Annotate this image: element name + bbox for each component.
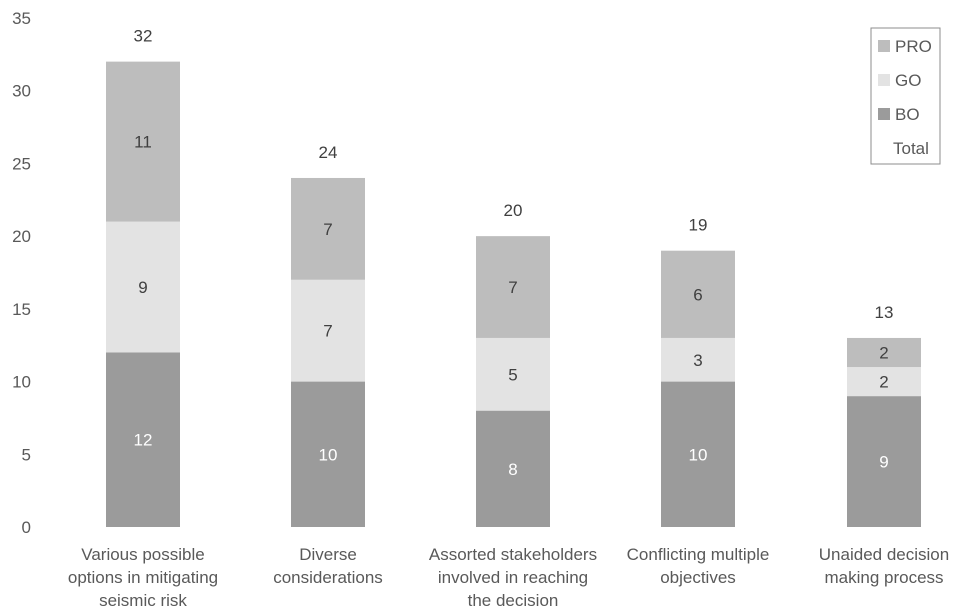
legend: PRO GO BO Total: [870, 27, 941, 165]
bar-segment-pro-2: [476, 236, 550, 338]
x-tick-label-3: Conflicting multiple objectives: [627, 545, 770, 587]
data-label-go-0: 9: [138, 278, 147, 297]
legend-label-bo: BO: [895, 105, 920, 124]
bar-segment-pro-0: [106, 61, 180, 222]
data-label-pro-4: 2: [879, 343, 888, 362]
legend-label-go: GO: [895, 71, 921, 90]
bar-stack-4: 9 2 2 13: [847, 303, 921, 527]
y-tick-label-4: 20: [12, 227, 31, 246]
data-label-total-3: 19: [689, 216, 708, 235]
y-tick-label-7: 35: [12, 9, 31, 28]
y-tick-label-2: 10: [12, 373, 31, 392]
data-label-go-4: 2: [879, 373, 888, 392]
data-label-go-3: 3: [693, 351, 702, 370]
bar-segment-go-3: [661, 337, 735, 382]
bar-segment-go-2: [476, 337, 550, 411]
bar-segment-pro-3: [661, 250, 735, 338]
x-tick-label-0: Various possible options in mitigating sei…: [68, 545, 218, 610]
data-label-total-0: 32: [134, 27, 153, 46]
bar-segment-bo-3: [661, 381, 735, 527]
bar-stack-2: 8 5 7 20: [476, 201, 550, 527]
y-tick-label-6: 30: [12, 82, 31, 101]
y-tick-label-1: 5: [22, 445, 31, 464]
data-label-bo-1: 10: [319, 445, 338, 464]
data-label-pro-3: 6: [693, 285, 702, 304]
bar-segment-go-1: [291, 279, 365, 382]
legend-label-total: Total: [893, 139, 929, 158]
legend-item-bo: BO: [878, 105, 920, 124]
x-tick-label-2: Assorted stakeholders involved in reachin…: [429, 545, 597, 610]
x-tick-label-4: Unaided decision making process: [819, 545, 949, 587]
data-label-total-1: 24: [319, 143, 338, 162]
bar-segment-bo-2: [476, 410, 550, 527]
bars: 12 9 11 32 10 7 7 24 8 5 7 20 10 3 6 19 9 2 2 13: [106, 27, 921, 527]
data-label-total-2: 20: [504, 201, 523, 220]
data-label-bo-4: 9: [879, 453, 888, 472]
bar-segment-go-0: [106, 221, 180, 353]
data-label-total-4: 13: [875, 303, 894, 322]
legend-item-go: GO: [878, 71, 921, 90]
bar-stack-1: 10 7 7 24: [291, 143, 365, 527]
legend-swatch-go: [878, 74, 890, 86]
data-label-bo-0: 12: [134, 431, 153, 450]
legend-item-total: Total: [893, 139, 929, 158]
y-axis: 0 5 10 15 20 25 30 35: [12, 9, 31, 537]
bar-stack-3: 10 3 6 19: [661, 216, 735, 527]
data-label-go-1: 7: [323, 322, 332, 341]
legend-swatch-pro: [878, 40, 890, 52]
legend-label-pro: PRO: [895, 37, 932, 56]
y-tick-label-5: 25: [12, 154, 31, 173]
bar-segment-pro-1: [291, 177, 365, 280]
y-tick-label-3: 15: [12, 300, 31, 319]
legend-swatch-bo: [878, 108, 890, 120]
data-label-pro-2: 7: [508, 278, 517, 297]
data-label-bo-3: 10: [689, 445, 708, 464]
data-label-bo-2: 8: [508, 460, 517, 479]
data-label-pro-1: 7: [323, 220, 332, 239]
data-label-pro-0: 11: [134, 133, 152, 152]
bar-segment-bo-0: [106, 352, 180, 527]
bar-segment-bo-4: [847, 396, 921, 527]
bar-segment-go-4: [847, 367, 921, 397]
x-axis-labels: Various possible options in mitigating sei…: [68, 545, 949, 610]
bar-stack-0: 12 9 11 32: [106, 27, 180, 527]
x-tick-label-1: Diverse considerations: [273, 545, 383, 587]
data-label-go-2: 5: [508, 365, 517, 384]
bar-segment-pro-4: [847, 337, 921, 368]
y-tick-label-0: 0: [22, 518, 31, 537]
legend-item-pro: PRO: [878, 37, 932, 56]
bar-segment-bo-1: [291, 381, 365, 527]
